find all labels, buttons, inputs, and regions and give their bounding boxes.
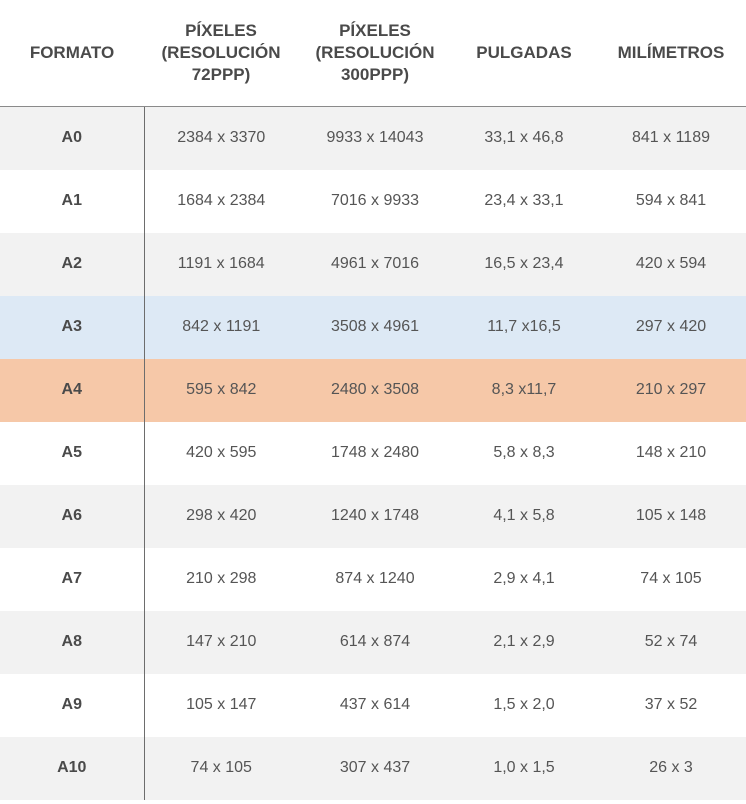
cell-pixels-72ppp: 1684 x 2384 bbox=[144, 169, 298, 233]
cell-pixels-72ppp: 842 x 1191 bbox=[144, 295, 298, 359]
cell-pixels-300ppp: 614 x 874 bbox=[298, 610, 452, 674]
cell-pixels-72ppp: 1191 x 1684 bbox=[144, 232, 298, 296]
cell-millimeters: 52 x 74 bbox=[596, 610, 746, 674]
table-row: A6 298 x 420 1240 x 1748 4,1 x 5,8 105 x 148 bbox=[0, 484, 746, 548]
cell-pixels-300ppp: 2480 x 3508 bbox=[298, 358, 452, 422]
cell-format: A2 bbox=[0, 232, 145, 296]
cell-format: A6 bbox=[0, 484, 145, 548]
cell-millimeters: 148 x 210 bbox=[596, 421, 746, 485]
table-row: A9 105 x 147 437 x 614 1,5 x 2,0 37 x 52 bbox=[0, 673, 746, 737]
cell-millimeters: 105 x 148 bbox=[596, 484, 746, 548]
header-pixels-300-line: 300PPP) bbox=[340, 64, 410, 84]
header-millimeters-line: MILÍMETROS bbox=[617, 42, 725, 62]
header-inches: PULGADAS bbox=[452, 0, 596, 107]
cell-inches: 23,4 x 33,1 bbox=[452, 169, 596, 233]
table-body: A0 2384 x 3370 9933 x 14043 33,1 x 46,8 841 … bbox=[0, 106, 746, 800]
header-pixels-300-line: PÍXELES bbox=[339, 20, 411, 40]
cell-pixels-72ppp: 105 x 147 bbox=[144, 673, 298, 737]
cell-millimeters: 210 x 297 bbox=[596, 358, 746, 422]
cell-millimeters: 420 x 594 bbox=[596, 232, 746, 296]
table-header: FORMATO PÍXELES (RESOLUCIÓN 72PPP) PÍXEL… bbox=[0, 0, 746, 107]
header-pixels-300ppp: PÍXELES (RESOLUCIÓN 300PPP) bbox=[298, 0, 452, 107]
cell-inches: 8,3 x11,7 bbox=[452, 358, 596, 422]
cell-millimeters: 841 x 1189 bbox=[596, 106, 746, 170]
cell-pixels-300ppp: 4961 x 7016 bbox=[298, 232, 452, 296]
table-row: A8 147 x 210 614 x 874 2,1 x 2,9 52 x 74 bbox=[0, 610, 746, 674]
cell-pixels-300ppp: 307 x 437 bbox=[298, 736, 452, 800]
table-row: A4 595 x 842 2480 x 3508 8,3 x11,7 210 x 297 bbox=[0, 358, 746, 422]
cell-millimeters: 37 x 52 bbox=[596, 673, 746, 737]
cell-pixels-300ppp: 1748 x 2480 bbox=[298, 421, 452, 485]
cell-format: A7 bbox=[0, 547, 145, 611]
cell-format: A10 bbox=[0, 736, 145, 800]
header-row: FORMATO PÍXELES (RESOLUCIÓN 72PPP) PÍXEL… bbox=[0, 0, 746, 107]
cell-inches: 33,1 x 46,8 bbox=[452, 106, 596, 170]
cell-pixels-72ppp: 147 x 210 bbox=[144, 610, 298, 674]
cell-inches: 11,7 x16,5 bbox=[452, 295, 596, 359]
cell-pixels-300ppp: 1240 x 1748 bbox=[298, 484, 452, 548]
cell-inches: 1,0 x 1,5 bbox=[452, 736, 596, 800]
cell-inches: 2,9 x 4,1 bbox=[452, 547, 596, 611]
header-pixels-72-line: 72PPP) bbox=[191, 64, 251, 84]
table-row: A3 842 x 1191 3508 x 4961 11,7 x16,5 297 x 4… bbox=[0, 295, 746, 359]
cell-pixels-72ppp: 74 x 105 bbox=[144, 736, 298, 800]
table-row: A7 210 x 298 874 x 1240 2,9 x 4,1 74 x 105 bbox=[0, 547, 746, 611]
table-row: A10 74 x 105 307 x 437 1,0 x 1,5 26 x 3 bbox=[0, 736, 746, 800]
cell-format: A5 bbox=[0, 421, 145, 485]
cell-pixels-300ppp: 9933 x 14043 bbox=[298, 106, 452, 170]
header-format-line: FORMATO bbox=[29, 42, 115, 62]
header-millimeters: MILÍMETROS bbox=[596, 0, 746, 107]
table-row: A2 1191 x 1684 4961 x 7016 16,5 x 23,4 420 x… bbox=[0, 232, 746, 296]
table-row: A0 2384 x 3370 9933 x 14043 33,1 x 46,8 841 … bbox=[0, 106, 746, 170]
cell-inches: 4,1 x 5,8 bbox=[452, 484, 596, 548]
cell-pixels-300ppp: 437 x 614 bbox=[298, 673, 452, 737]
cell-pixels-72ppp: 298 x 420 bbox=[144, 484, 298, 548]
header-pixels-300-line: (RESOLUCIÓN bbox=[315, 42, 435, 62]
header-format: FORMATO bbox=[0, 0, 144, 107]
cell-inches: 1,5 x 2,0 bbox=[452, 673, 596, 737]
header-inches-line: PULGADAS bbox=[476, 42, 572, 62]
cell-format: A4 bbox=[0, 358, 145, 422]
cell-pixels-72ppp: 595 x 842 bbox=[144, 358, 298, 422]
cell-pixels-72ppp: 2384 x 3370 bbox=[144, 106, 298, 170]
cell-format: A3 bbox=[0, 295, 145, 359]
header-pixels-72-line: PÍXELES bbox=[185, 20, 257, 40]
header-pixels-72-line: (RESOLUCIÓN bbox=[161, 42, 281, 62]
table-row: A1 1684 x 2384 7016 x 9933 23,4 x 33,1 594 x… bbox=[0, 169, 746, 233]
cell-pixels-300ppp: 3508 x 4961 bbox=[298, 295, 452, 359]
cell-millimeters: 594 x 841 bbox=[596, 169, 746, 233]
cell-millimeters: 297 x 420 bbox=[596, 295, 746, 359]
cell-inches: 16,5 x 23,4 bbox=[452, 232, 596, 296]
cell-inches: 5,8 x 8,3 bbox=[452, 421, 596, 485]
cell-pixels-72ppp: 210 x 298 bbox=[144, 547, 298, 611]
header-pixels-72ppp: PÍXELES (RESOLUCIÓN 72PPP) bbox=[144, 0, 298, 107]
cell-format: A1 bbox=[0, 169, 145, 233]
cell-pixels-72ppp: 420 x 595 bbox=[144, 421, 298, 485]
cell-format: A9 bbox=[0, 673, 145, 737]
cell-millimeters: 74 x 105 bbox=[596, 547, 746, 611]
table-row: A5 420 x 595 1748 x 2480 5,8 x 8,3 148 x 210 bbox=[0, 421, 746, 485]
cell-format: A8 bbox=[0, 610, 145, 674]
cell-millimeters: 26 x 3 bbox=[596, 736, 746, 800]
cell-pixels-300ppp: 874 x 1240 bbox=[298, 547, 452, 611]
cell-format: A0 bbox=[0, 106, 145, 170]
cell-pixels-300ppp: 7016 x 9933 bbox=[298, 169, 452, 233]
cell-inches: 2,1 x 2,9 bbox=[452, 610, 596, 674]
